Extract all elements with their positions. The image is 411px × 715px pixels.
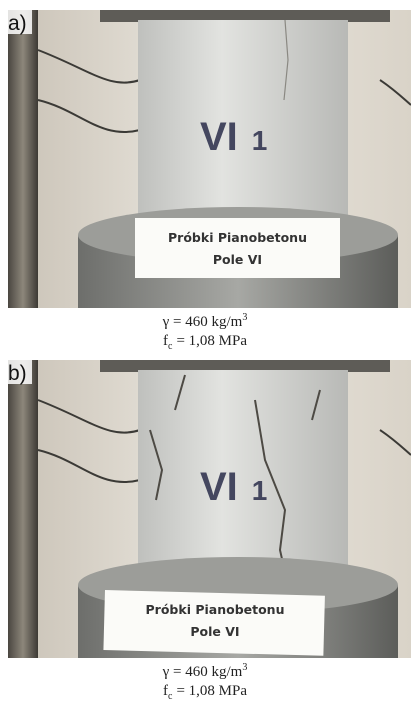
caption-strength: fc = 1,08 MPa	[163, 333, 247, 352]
top-plate	[100, 10, 390, 22]
card-text: Pole VI	[190, 624, 239, 639]
caption-density: γ = 460 kg/m3	[162, 312, 248, 330]
specimen-marking: VI 1	[200, 465, 267, 509]
caption-exponent: 3	[242, 662, 247, 673]
label-card	[135, 218, 340, 278]
panel-label: a)	[8, 12, 27, 35]
marking-text: VI	[200, 115, 238, 159]
caption-exponent: 3	[242, 312, 247, 323]
caption-subscript: c	[168, 341, 173, 352]
specimen-marking: VI 1	[200, 115, 267, 159]
cracks	[149, 374, 321, 596]
card-text: Pole VI	[213, 252, 262, 267]
caption-text: = 1,08 MPa	[176, 333, 247, 349]
marking-text: 1	[252, 125, 268, 156]
caption-text: γ = 460 kg/m	[162, 314, 243, 330]
specimen	[138, 20, 348, 230]
caption-text: f	[163, 333, 168, 349]
card-text: Próbki Pianobetonu	[168, 230, 307, 245]
caption-text: f	[163, 683, 168, 699]
cables	[37, 399, 411, 483]
caption-strength: fc = 1,08 MPa	[163, 683, 247, 702]
panel-label: b)	[8, 362, 27, 385]
photo: VI 1 Próbki Pianobetonu Pole VI b)	[8, 360, 411, 658]
caption-density: γ = 460 kg/m3	[162, 662, 248, 680]
caption-subscript: c	[168, 691, 173, 702]
specimen	[138, 370, 348, 580]
frame-bar	[8, 10, 38, 308]
cracks	[283, 19, 289, 101]
cables	[37, 49, 411, 133]
label-card	[103, 590, 325, 656]
marking-text: VI	[200, 465, 238, 509]
label-bg	[8, 10, 32, 34]
caption-text: = 1,08 MPa	[176, 683, 247, 699]
top-plate	[100, 360, 390, 372]
marking-text: 1	[252, 475, 268, 506]
card-text: Próbki Pianobetonu	[146, 602, 285, 617]
caption-text: γ = 460 kg/m	[162, 664, 243, 680]
frame-bar	[8, 360, 38, 658]
label-bg	[8, 360, 32, 384]
photo: VI 1 Próbki Pianobetonu Pole VI a)	[8, 10, 411, 308]
